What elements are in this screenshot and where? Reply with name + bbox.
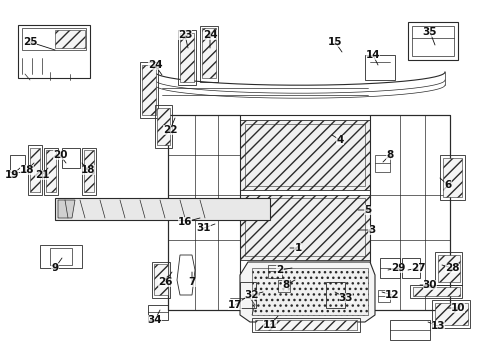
Text: 31: 31	[196, 223, 211, 233]
Polygon shape	[55, 198, 269, 220]
Text: 7: 7	[188, 277, 195, 287]
Bar	[202, 28, 216, 78]
Text: 18: 18	[20, 165, 34, 175]
Polygon shape	[240, 262, 374, 322]
Text: 25: 25	[23, 37, 37, 47]
Text: 34: 34	[147, 315, 162, 325]
Bar	[442, 158, 461, 197]
Text: 33: 33	[338, 293, 352, 303]
Text: 27: 27	[410, 263, 425, 273]
Bar	[157, 108, 170, 145]
Text: 30: 30	[422, 280, 436, 290]
Text: 28: 28	[444, 263, 458, 273]
Bar	[240, 195, 369, 260]
Text: 24: 24	[202, 30, 217, 40]
Text: 6: 6	[444, 180, 451, 190]
Text: 18: 18	[81, 165, 95, 175]
Bar	[154, 264, 168, 295]
Bar	[84, 150, 94, 192]
Bar	[251, 268, 367, 315]
Text: 32: 32	[244, 290, 259, 300]
Text: 12: 12	[384, 290, 398, 300]
Bar	[180, 33, 194, 82]
Text: 4: 4	[336, 135, 343, 145]
Text: 19: 19	[5, 170, 19, 180]
Bar	[412, 287, 459, 296]
Bar	[244, 124, 364, 186]
Bar	[374, 155, 389, 172]
Text: 8: 8	[386, 150, 393, 160]
Text: 22: 22	[163, 125, 177, 135]
Text: 11: 11	[262, 320, 277, 330]
Text: 9: 9	[51, 263, 59, 273]
Text: 21: 21	[35, 170, 49, 180]
Polygon shape	[58, 200, 75, 218]
Bar	[244, 198, 364, 256]
Text: 24: 24	[147, 60, 162, 70]
Text: 15: 15	[327, 37, 342, 47]
Bar	[437, 255, 459, 282]
Text: 13: 13	[430, 321, 445, 331]
Bar	[142, 65, 156, 115]
Bar	[55, 30, 85, 48]
Text: 16: 16	[177, 217, 192, 227]
Text: 29: 29	[390, 263, 405, 273]
Text: 3: 3	[367, 225, 375, 235]
Bar	[46, 150, 56, 192]
Text: 14: 14	[365, 50, 380, 60]
Text: 23: 23	[177, 30, 192, 40]
Bar	[254, 320, 356, 330]
Text: 2: 2	[276, 265, 283, 275]
Bar	[240, 120, 369, 190]
Text: 35: 35	[422, 27, 436, 37]
Text: 26: 26	[158, 277, 172, 287]
Bar	[30, 148, 40, 192]
Text: 5: 5	[364, 205, 371, 215]
Bar	[434, 303, 467, 325]
Text: 8: 8	[282, 280, 289, 290]
Text: 10: 10	[450, 303, 464, 313]
Text: 20: 20	[53, 150, 67, 160]
Text: 1: 1	[294, 243, 301, 253]
Text: 17: 17	[227, 300, 242, 310]
